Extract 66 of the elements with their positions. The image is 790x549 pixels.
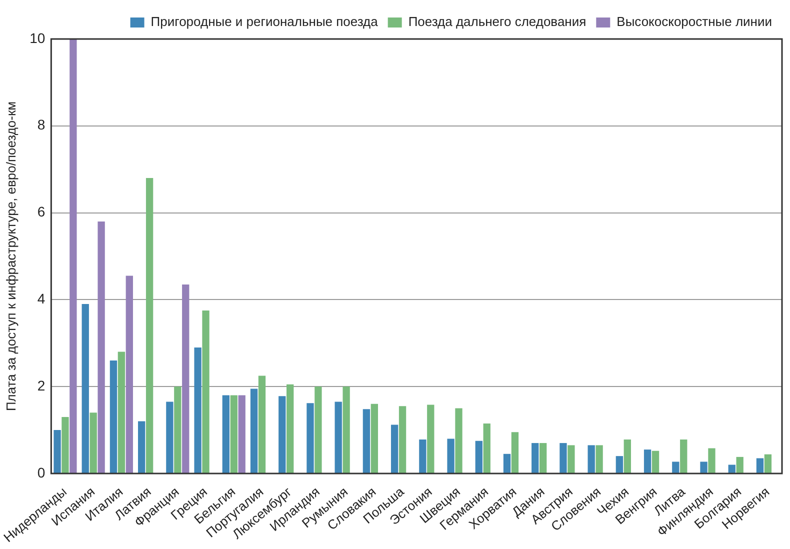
bar — [644, 450, 652, 473]
y-axis-title: Плата за доступ к инфраструктуре, евро/поездо-км — [3, 101, 18, 412]
bar — [568, 445, 575, 473]
legend-label: Поезда дальнего следования — [408, 14, 586, 30]
y-tick-label: 10 — [30, 30, 46, 46]
bar — [314, 386, 322, 473]
bar — [126, 276, 133, 473]
bar — [588, 445, 595, 473]
bar — [138, 421, 146, 473]
bar — [475, 440, 482, 473]
bar — [447, 438, 454, 473]
bar — [708, 448, 716, 473]
bar — [672, 462, 680, 473]
bar — [222, 395, 230, 473]
bar — [624, 440, 631, 473]
bar — [342, 386, 350, 473]
bar — [503, 454, 511, 473]
bar — [652, 450, 660, 473]
bar — [146, 178, 154, 473]
bar — [194, 347, 202, 473]
bar — [616, 456, 624, 473]
bar — [560, 443, 567, 473]
y-tick-label: 2 — [37, 377, 46, 394]
bar — [511, 432, 519, 473]
y-tick-label: 8 — [37, 116, 46, 133]
bar — [230, 395, 238, 473]
bar — [250, 388, 258, 473]
bar — [90, 412, 97, 473]
y-tick-label: 4 — [37, 290, 46, 307]
bar — [278, 396, 286, 473]
legend-label: Пригородные и региональные поезда — [150, 14, 379, 30]
bar — [483, 423, 490, 473]
bar — [70, 39, 77, 473]
bar — [202, 310, 210, 473]
bar — [238, 395, 246, 473]
bar — [455, 408, 462, 473]
bar — [390, 424, 398, 473]
legend-label: Высокоскоростные линии — [616, 14, 772, 30]
bar — [62, 416, 69, 473]
bar — [362, 409, 370, 473]
bar — [54, 430, 61, 473]
bar — [182, 284, 190, 473]
bar — [118, 352, 126, 473]
bar — [370, 404, 378, 473]
y-tick-label: 0 — [37, 464, 46, 480]
y-tick-label: 6 — [37, 204, 46, 220]
bar — [166, 402, 174, 473]
bar — [334, 402, 342, 473]
bar — [286, 384, 294, 473]
bar — [174, 386, 182, 473]
bar — [419, 440, 426, 473]
bar — [398, 406, 406, 473]
bar — [764, 454, 772, 473]
bar — [427, 404, 434, 473]
bar — [532, 443, 539, 473]
bar — [110, 360, 118, 473]
bar — [736, 456, 744, 473]
bar — [596, 445, 603, 473]
bar — [82, 304, 89, 473]
bar — [539, 443, 547, 473]
bar — [756, 458, 764, 473]
bar — [680, 440, 688, 473]
bar — [98, 221, 105, 473]
bar — [258, 376, 266, 473]
bar — [306, 403, 314, 473]
bar — [700, 462, 708, 473]
